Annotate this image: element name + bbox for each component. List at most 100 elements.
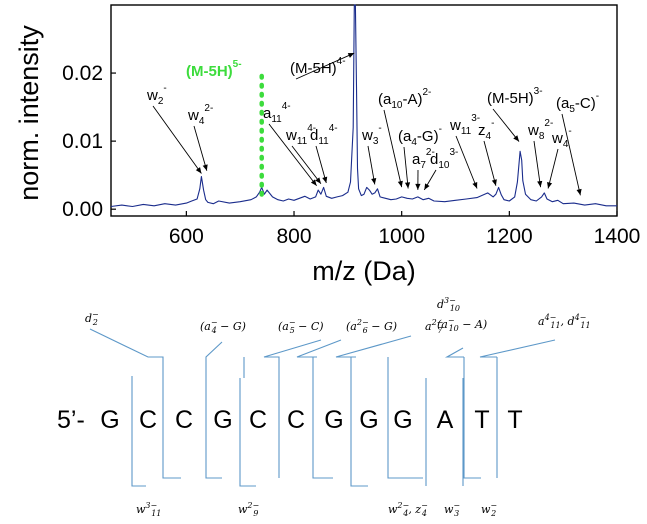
peak-annotation-d10: d103- (423, 147, 458, 191)
peak-label: w42- (187, 103, 213, 127)
fragment-bottom-fb5: w− 2 (481, 501, 497, 518)
peak-annotation-a11: a114- (263, 101, 317, 187)
annotation-arrowhead (202, 164, 208, 171)
annotation-arrowhead (195, 167, 202, 174)
x-tick-label: 1200 (486, 225, 533, 248)
base-1: G (100, 406, 119, 434)
y-tick-label: 0.02 (62, 62, 103, 85)
cleavage-line (205, 341, 223, 479)
annotation-arrowhead (472, 181, 478, 189)
peak-annotation-d11: d114- (310, 123, 338, 184)
annotation-arrowhead (491, 179, 497, 186)
peak-label: (M-5H)5- (186, 59, 242, 80)
x-axis-label: m/z (Da) (312, 256, 416, 286)
cleavage-line (479, 339, 556, 358)
fragment-top-ft4: (a2− 6 − G) (346, 318, 397, 335)
peak-annotation-w11b: w113- (449, 113, 480, 189)
mass-spectrum-chart: 600 800 1000 1200 1400 0.00 0.01 0.02 w2- w42- (… (14, 4, 641, 286)
annotation-arrowhead (415, 183, 421, 190)
x-tick-label: 600 (169, 225, 204, 248)
peak-label: (a10-A)2- (378, 87, 431, 111)
fragment-top-ft3: (a− 5 − C) (278, 318, 324, 335)
cleavage-line (89, 328, 181, 479)
annotation-arrowhead (537, 180, 543, 188)
y-axis-label: norm. intensity (14, 25, 44, 201)
base-6: C (287, 406, 305, 434)
peak-label: z4- (478, 118, 494, 142)
x-tick-label: 1400 (594, 225, 641, 248)
fragment-top-ft1: d− 2 (85, 310, 99, 327)
base-7: G (324, 406, 343, 434)
base-11: T (474, 406, 489, 434)
peak-annotations: w2- w42- (M-5H)5- (M-5H)4- a114-w114-d114- w3… (146, 52, 599, 196)
fragment-top-ft7: (a− 10 − A) (437, 316, 487, 333)
base-9: G (393, 406, 412, 434)
peak-label: (M-5H)4- (290, 56, 346, 77)
annotation-arrow (268, 123, 317, 187)
fragment-top-ft2: (a− 4 − G) (200, 318, 246, 335)
peak-label: (a4-G)- (398, 124, 442, 148)
annotation-arrowhead (513, 135, 520, 142)
annotation-arrow (295, 52, 355, 80)
cleavage-line (350, 357, 368, 487)
base-2: C (139, 406, 157, 434)
peak-annotation-m5h4: (M-5H)4- (290, 52, 355, 80)
annotation-arrowhead (347, 53, 355, 58)
peak-label: (M-5H)3- (487, 86, 543, 107)
peak-label: a114- (263, 101, 291, 125)
annotation-arrowhead (424, 183, 430, 190)
base-4: G (213, 406, 232, 434)
base-12: T (507, 406, 522, 434)
cleavage-line (296, 339, 342, 358)
annotation-arrow (367, 145, 376, 185)
annotation-arrow (492, 108, 520, 142)
fragment-labels-top: d− 2 (a− 4 − G) (a− 5 − C) (a2− 6 − G) a2− 7 d3− 10… (85, 296, 591, 335)
y-axis-ticks: 0.00 0.01 0.02 (62, 62, 116, 221)
annotation-arrowhead (547, 182, 553, 189)
base-10: A (437, 406, 454, 434)
peak-annotation-m5h3: (M-5H)3- (487, 86, 543, 142)
fragment-top-ft5: a2− 7 (425, 318, 443, 335)
annotation-arrow (291, 145, 322, 185)
fragment-bottom-fb1: w3− 11 (136, 501, 161, 518)
peak-label: d114- (310, 123, 338, 147)
peak-label: w114- (285, 123, 316, 147)
peak-label: w113- (449, 113, 480, 137)
peak-label: w3- (361, 123, 382, 147)
x-tick-label: 1000 (378, 225, 425, 248)
annotation-arrow (547, 148, 559, 189)
annotation-arrow (152, 105, 202, 174)
peak-annotation-w4b: w4- (547, 126, 572, 189)
peak-annotation-a10: (a10-A)2- (378, 87, 431, 188)
peak-label: w2- (146, 83, 167, 107)
annotation-arrowhead (404, 182, 411, 189)
cleavage-line (263, 339, 322, 478)
annotation-arrow (193, 125, 208, 171)
spectrum-line (110, 4, 617, 208)
cleavage-line (131, 376, 146, 487)
peak-annotation-w11: w114- (285, 123, 322, 185)
annotation-arrow (455, 135, 478, 189)
annotation-arrow (403, 146, 409, 189)
cleavage-line (463, 357, 481, 479)
peak-annotation-w4: w42- (187, 103, 213, 171)
peak-label: w4- (551, 126, 572, 150)
fragment-bottom-fb2: w2− 9 (238, 501, 259, 518)
peak-annotation-w3: w3- (361, 123, 382, 185)
plot-frame (110, 4, 618, 217)
peak-label: w82- (527, 118, 553, 142)
annotation-arrow (561, 113, 581, 196)
y-tick-label: 0.01 (62, 130, 103, 153)
annotation-arrowhead (397, 180, 403, 188)
sequence-prefix: 5’- (57, 406, 85, 434)
cleavage-line (239, 378, 256, 487)
base-8: G (359, 406, 378, 434)
peak-annotation-w2: w2- (146, 83, 202, 174)
cleavage-line (335, 335, 412, 358)
base-3: C (175, 406, 193, 434)
peak-label: (a5-C)- (556, 91, 599, 115)
fragment-labels-bottom: w3− 11 w2− 9 w2− 4, z− 4 w− 3 w− 2 (136, 501, 497, 518)
y-tick-label: 0.00 (62, 198, 103, 221)
